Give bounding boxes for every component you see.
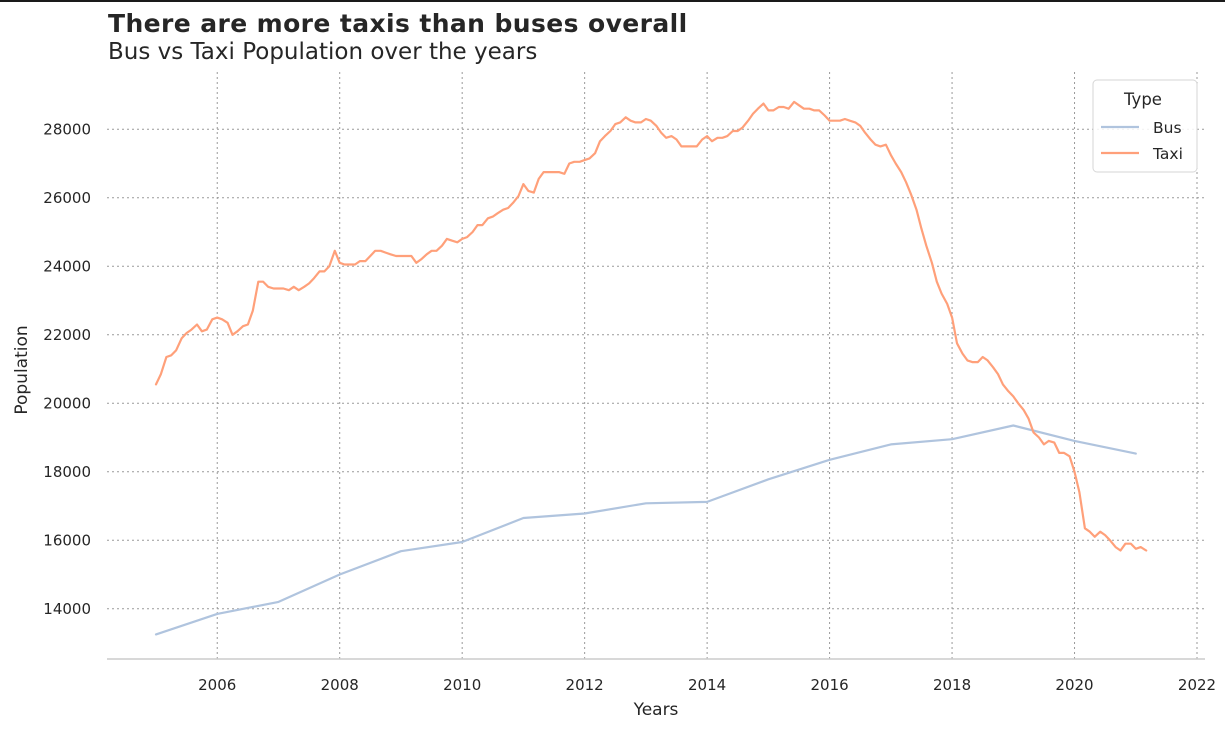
y-tick-label: 28000 [43,120,91,138]
x-tick-label: 2016 [810,676,848,694]
series-lines [154,100,1148,636]
x-tick-label: 2010 [443,676,481,694]
y-tick-labels: 14000 16000 18000 20000 22000 24000 26000 28000 [43,120,91,618]
y-tick-label: 24000 [43,257,91,275]
y-tick-label: 18000 [43,463,91,481]
series-line-bus [154,424,1137,636]
x-tick-label: 2008 [321,676,359,694]
x-tick-label: 2012 [566,676,604,694]
legend-label-bus: Bus [1153,119,1182,137]
y-tick-label: 26000 [43,189,91,207]
x-tick-label: 2006 [198,676,236,694]
x-tick-label: 2020 [1055,676,1093,694]
legend: Type Bus Taxi [1092,79,1198,173]
legend-box [1092,79,1198,173]
chart-subtitle: Bus vs Taxi Population over the years [108,39,538,65]
x-tick-labels: 2006 2008 2010 2012 2014 2016 2018 2020 2022 [198,676,1216,694]
x-axis-label: Years [633,700,679,720]
y-tick-label: 22000 [43,326,91,344]
legend-label-taxi: Taxi [1152,145,1183,163]
y-tick-label: 14000 [43,600,91,618]
legend-title: Type [1123,90,1162,109]
chart-title: There are more taxis than buses overall [108,9,688,38]
x-tick-label: 2014 [688,676,726,694]
series-line-taxi [154,100,1148,552]
y-tick-label: 16000 [43,531,91,549]
y-tick-label: 20000 [43,394,91,412]
x-tick-label: 2022 [1178,676,1216,694]
x-tick-label: 2018 [933,676,971,694]
grid-lines [107,72,1205,659]
y-axis-label: Population [12,325,32,414]
top-border [0,0,1225,2]
